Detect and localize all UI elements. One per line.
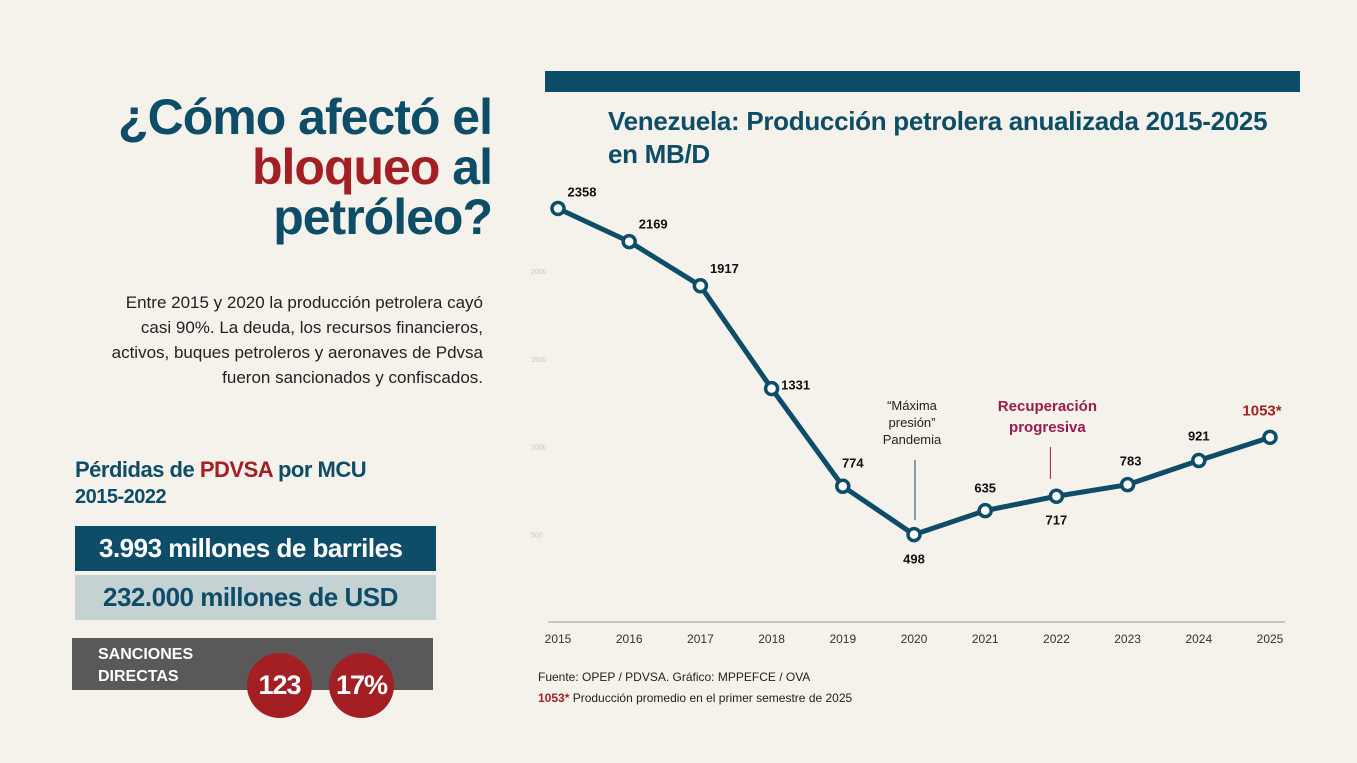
y-tick-label: 2000 [531,269,547,276]
headline-red-word: bloqueo [251,139,440,195]
chart-title: Venezuela: Producción petrolera anualiza… [608,106,1268,169]
sanctions-percent-circle: 17% [329,653,394,718]
footnote-text: Producción promedio en el primer semestr… [569,691,853,705]
annotation-max-pressure: “Máxima presión” Pandemia [883,398,942,447]
intro-paragraph: Entre 2015 y 2020 la producción petroler… [111,293,483,387]
x-tick-label: 2016 [616,632,643,646]
series-line [555,205,1273,538]
annotation-recovery: Recuperación progresiva [998,398,1097,436]
data-point [977,502,993,519]
losses-barrels-bar: 3.993 millones de barriles [75,526,436,571]
headline-line1: ¿Cómo afectó el [118,89,493,145]
headline-word-after: al [439,139,493,195]
y-tick-label: 500 [531,532,543,539]
x-tick-label: 2020 [901,632,928,646]
data-label: 635 [974,481,996,496]
footnote-mark: 1053* [538,691,570,705]
x-tick-label: 2023 [1114,632,1141,646]
data-point [550,200,566,217]
losses-title-prefix: Pérdidas de [75,457,200,482]
chart-source: Fuente: OPEP / PDVSA. Gráfico: MPPEFCE /… [538,670,811,684]
data-point [906,526,922,543]
losses-title-suffix: por MCU [272,457,367,482]
data-point [1048,488,1065,505]
data-label: 921 [1188,428,1210,443]
data-label: 783 [1120,454,1142,469]
x-tick-label: 2019 [829,632,856,646]
x-tick-label: 2015 [545,632,572,646]
data-label: 498 [903,552,925,567]
x-tick-label: 2022 [1043,632,1070,646]
data-label: 774 [842,455,864,470]
sanctions-label: SANCIONES DIRECTAS [98,646,194,685]
losses-usd-bar: 232.000 millones de USD [75,575,436,620]
headline: ¿Cómo afectó el bloqueo al petróleo? [40,89,493,245]
data-point [1119,476,1136,493]
data-point [621,233,637,250]
data-label: 2358 [568,184,597,199]
data-label: 1053* [1242,402,1281,419]
data-point [692,278,709,294]
headline-line3: petróleo? [273,189,493,245]
data-label: 2169 [639,217,668,232]
data-point [1262,429,1278,446]
losses-title: Pérdidas de PDVSA por MCU [75,456,367,484]
data-point [835,478,851,495]
sanctions-count-circle: 123 [247,653,312,718]
data-label: 1917 [710,261,739,276]
data-label: 1331 [781,378,810,393]
chart-footnote: 1053* Producción promedio en el primer s… [538,691,852,705]
x-tick-label: 2017 [687,632,714,646]
y-tick-label: 1000 [531,445,547,452]
x-tick-label: 2021 [972,632,999,646]
x-tick-label: 2024 [1185,632,1212,646]
y-tick-label: 1500 [531,357,547,364]
data-label: 717 [1046,512,1068,527]
losses-years: 2015-2022 [75,486,167,508]
x-tick-label: 2025 [1257,632,1284,646]
losses-title-red: PDVSA [199,457,273,482]
x-tick-label: 2018 [758,632,785,646]
data-point [1191,452,1207,469]
data-point [763,380,780,397]
chart-header-bar [545,71,1300,92]
